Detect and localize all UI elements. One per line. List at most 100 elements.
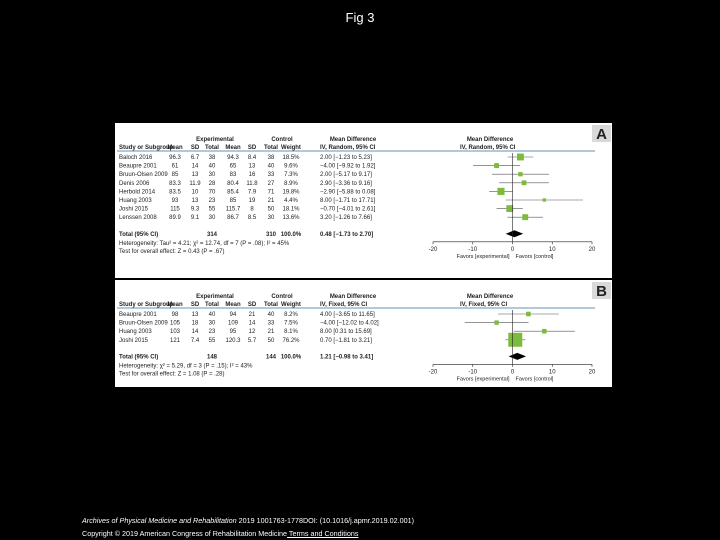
study-cell-ci-text: −4.00 [−9.92 to 1.92] [320,164,376,170]
study-cell-exp-sd: 18 [192,321,199,327]
group-header: Mean Difference [467,294,514,300]
group-header: Control [271,294,293,300]
study-cell-ctl-n: 21 [268,198,275,204]
column-header: Total [264,302,278,308]
study-cell-ctl-mean: 86.7 [227,215,239,221]
study-cell-exp-sd: 9.1 [191,215,200,221]
study-cell-exp-n: 23 [209,329,216,335]
study-cell-ctl-sd: 11.8 [246,181,258,187]
panel-label: A [596,126,607,143]
study-cell-weight: 13.6% [282,215,300,221]
forest-plot-svg: Experimental Control Mean Difference Mean D… [115,125,612,382]
study-cell-name: Beaupre 2001 [119,312,157,318]
panel-label-box [592,125,611,142]
study-cell-ctl-n: 33 [268,321,275,327]
overall-effect-text: Test for overall effect: Z = 1.08 (P = .… [119,371,225,377]
column-header: Mean [167,302,183,308]
study-cell-ctl-n: 27 [268,181,275,187]
effect-square [494,163,500,169]
study-cell-ctl-sd: 8.5 [248,215,257,221]
study-cell-exp-mean: 61 [172,164,179,170]
study-cell-ci-text: 3.20 [−1.26 to 7.66] [320,215,372,221]
study-cell-ctl-n: 21 [268,329,275,335]
study-cell-exp-sd: 6.7 [191,155,200,161]
total-label: Total (95% CI) [119,232,158,238]
x-tick-label: -20 [429,369,438,375]
column-header: SD [191,145,200,151]
column-header: SD [248,302,257,308]
x-tick-label: 20 [589,369,596,375]
study-cell-exp-sd: 14 [192,164,199,170]
study-cell-ci-text: −2.90 [−5.88 to 0.08] [320,189,376,195]
pooled-diamond [505,230,524,238]
study-cell-name: Baloch 2016 [119,155,153,161]
total-label: Total (95% CI) [119,354,158,360]
x-tick-label: -10 [468,369,477,375]
study-cell-ci-text: 2.90 [−3.36 to 9.16] [320,181,372,187]
x-tick-label: 10 [549,369,556,375]
study-cell-ci-text: −0.70 [−4.01 to 2.61] [320,207,376,213]
column-header: Total [264,145,278,151]
study-cell-name: Denis 2006 [119,181,150,187]
study-cell-exp-n: 55 [209,338,216,344]
total-weight: 100.0% [281,354,302,360]
copyright-text: Copyright © 2019 American Congress of Re… [82,529,288,538]
terms-link[interactable]: Terms and Conditions [287,529,359,538]
study-cell-name: Beaupre 2001 [119,164,157,170]
effect-square [508,332,523,347]
study-cell-ci-text: 0.70 [−1.81 to 3.21] [320,338,372,344]
effect-square [518,172,523,177]
column-header: IV, Fixed, 95% CI [320,302,367,308]
study-cell-exp-n: 30 [209,215,216,221]
study-cell-exp-mean: 93 [172,198,179,204]
study-cell-weight: 7.5% [284,321,298,327]
x-tick-label: -20 [429,247,438,253]
group-header: Mean Difference [467,137,514,143]
slide-title: Fig 3 [345,10,375,25]
study-cell-exp-sd: 13 [192,198,199,204]
study-cell-exp-n: 70 [209,189,216,195]
study-cell-exp-sd: 11.9 [189,181,201,187]
study-cell-ctl-n: 50 [268,338,275,344]
study-cell-weight: 4.4% [284,198,298,204]
group-header: Control [271,137,293,143]
study-cell-ctl-sd: 19 [249,198,256,204]
overall-effect-text: Test for overall effect: Z = 0.43 (P = .… [119,249,225,255]
study-cell-exp-mean: 83.5 [169,189,181,195]
study-cell-ctl-mean: 65 [230,164,237,170]
study-cell-name: Lenssen 2008 [119,215,157,221]
study-cell-ctl-mean: 94 [230,312,237,318]
study-cell-ctl-sd: 13 [249,164,256,170]
study-cell-ctl-n: 38 [268,155,275,161]
study-cell-ctl-mean: 109 [228,321,239,327]
study-cell-ci-text: 2.00 [−5.17 to 9.17] [320,172,372,178]
study-cell-weight: 7.3% [284,172,298,178]
study-cell-ctl-sd: 5.7 [248,338,257,344]
column-header: Mean [225,302,241,308]
group-header: Experimental [196,137,234,143]
column-header: Total [205,302,219,308]
copyright-line: Copyright © 2019 American Congress of Re… [82,527,414,540]
favors-experimental-label: Favors [experimental] [457,376,510,382]
study-cell-weight: 19.8% [282,189,300,195]
study-cell-name: Joshi 2015 [119,207,149,213]
effect-square [494,320,499,325]
effect-square [542,328,547,334]
pooled-diamond [508,352,527,360]
total-ctl-n: 144 [266,354,277,360]
effect-square [526,311,531,317]
favors-control-label: Favors [control] [516,254,554,260]
study-cell-exp-mean: 89.9 [169,215,181,221]
study-cell-weight: 8.9% [284,181,298,187]
column-header: SD [191,302,200,308]
column-header: IV, Random, 95% CI [320,145,376,151]
study-cell-name: Huang 2003 [119,198,152,204]
column-header: Mean [225,145,241,151]
study-cell-exp-sd: 13 [192,172,199,178]
study-cell-ctl-mean: 115.7 [226,207,241,213]
study-cell-ctl-n: 40 [268,164,275,170]
column-header: IV, Random, 95% CI [460,145,516,151]
effect-square [517,153,524,161]
column-header: Study or Subgroup [119,302,174,308]
study-cell-exp-n: 28 [209,181,216,187]
